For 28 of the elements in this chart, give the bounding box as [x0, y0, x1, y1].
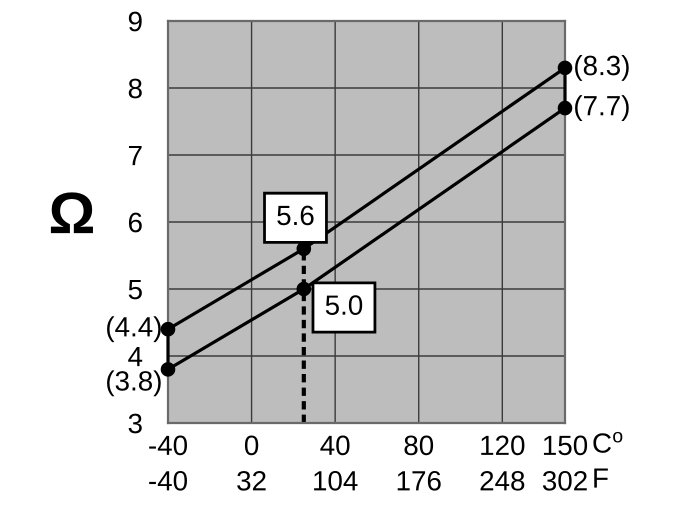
x2-tick-label: 32	[237, 470, 266, 491]
y-tick-label: 5	[128, 280, 142, 300]
x-tick-label: 150	[544, 436, 588, 456]
x2-tick-label: 248	[480, 470, 524, 491]
y-tick-label: 3	[128, 414, 142, 434]
y-tick-label: 4	[128, 346, 142, 366]
y-axis-title: Ω	[50, 192, 93, 234]
x2-tick-label: 104	[314, 470, 358, 491]
x-axis-title: C$^{o}$	[593, 432, 622, 453]
data-label: (3.8)	[107, 370, 161, 396]
data-label: (8.3)	[575, 54, 629, 81]
data-label: (7.7)	[575, 95, 629, 122]
y-tick-label: 8	[128, 78, 142, 98]
y-tick-label: 7	[128, 146, 142, 166]
y-tick-label: 6	[128, 212, 142, 232]
x-tick-label: 0	[244, 436, 258, 456]
y-tick-label: 9	[128, 12, 142, 32]
x2-tick-label: 176	[398, 470, 441, 491]
x2-tick-label: -40	[149, 470, 187, 491]
x-tick-label: -40	[149, 436, 187, 456]
annotation: 5.0	[326, 295, 362, 315]
x-tick-label: 120	[481, 436, 524, 456]
annotation: 5.6	[277, 206, 314, 226]
x2-axis-title: F	[594, 468, 608, 488]
x-tick-label: 40	[320, 436, 350, 456]
data-label: (4.4)	[107, 316, 161, 342]
x-tick-label: 80	[404, 436, 434, 456]
x2-tick-label: 302	[542, 470, 587, 491]
